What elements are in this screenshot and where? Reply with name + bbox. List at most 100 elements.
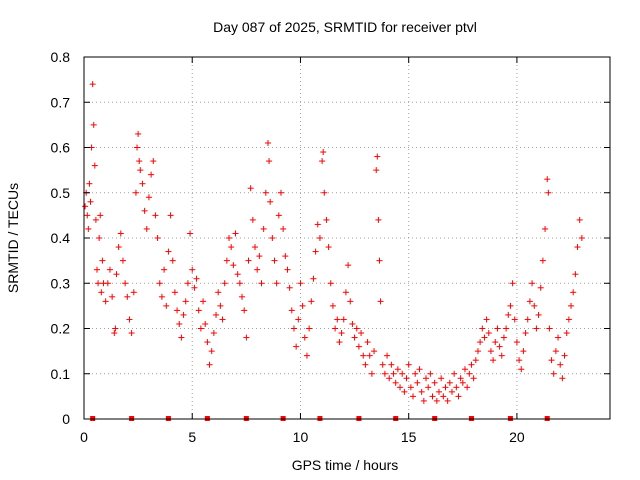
data-point xyxy=(470,375,477,382)
data-point xyxy=(85,225,92,232)
data-point xyxy=(230,262,237,269)
data-point xyxy=(174,307,181,314)
data-point xyxy=(262,189,269,196)
data-point xyxy=(451,370,458,377)
data-point xyxy=(264,139,271,146)
data-point xyxy=(535,311,542,318)
data-point xyxy=(141,207,148,214)
data-point xyxy=(338,330,345,337)
data-point xyxy=(217,302,224,309)
data-point xyxy=(136,158,143,165)
data-point xyxy=(87,198,94,205)
data-point xyxy=(96,235,103,241)
data-point xyxy=(286,284,293,291)
data-point xyxy=(505,311,512,318)
data-point xyxy=(95,280,102,287)
data-point xyxy=(390,370,397,377)
data-point xyxy=(84,212,91,219)
data-point xyxy=(210,330,217,337)
data-point xyxy=(377,298,384,305)
data-point xyxy=(334,316,341,323)
data-point xyxy=(89,81,96,88)
data-point xyxy=(290,325,297,332)
data-point xyxy=(516,357,523,364)
data-point xyxy=(234,271,241,278)
data-point xyxy=(273,280,280,287)
data-point xyxy=(104,280,111,287)
data-point xyxy=(440,393,447,400)
data-point xyxy=(202,320,209,327)
data-point xyxy=(187,230,194,237)
y-tick-label: 0.4 xyxy=(51,230,71,246)
data-point xyxy=(323,216,330,223)
data-point xyxy=(150,158,157,165)
data-point xyxy=(542,225,549,232)
data-point xyxy=(492,339,499,346)
data-point xyxy=(178,334,185,341)
data-point xyxy=(572,271,579,278)
data-point xyxy=(301,334,308,341)
data-point xyxy=(321,189,328,196)
data-point xyxy=(555,334,562,341)
data-point xyxy=(392,379,399,386)
data-point xyxy=(223,257,230,264)
data-point xyxy=(252,244,259,251)
data-point xyxy=(184,280,191,287)
data-point xyxy=(82,203,89,210)
data-point xyxy=(427,370,434,377)
data-point xyxy=(303,352,310,359)
data-point xyxy=(479,325,486,332)
data-point xyxy=(425,384,432,391)
data-point xyxy=(221,280,228,287)
data-point xyxy=(306,325,313,332)
data-point xyxy=(228,244,235,251)
grid xyxy=(84,57,610,419)
data-point xyxy=(258,280,265,287)
data-point xyxy=(552,348,559,355)
data-point xyxy=(433,397,440,404)
data-point xyxy=(91,162,98,169)
data-point xyxy=(299,302,306,309)
data-point xyxy=(135,130,142,137)
data-point xyxy=(256,253,263,260)
data-point xyxy=(477,339,484,346)
data-point xyxy=(347,298,354,305)
data-point xyxy=(511,316,518,323)
data-point xyxy=(386,375,393,382)
data-point xyxy=(403,375,410,382)
y-tick-label: 0.3 xyxy=(51,275,71,291)
data-point xyxy=(442,384,449,391)
data-point xyxy=(134,144,141,151)
data-point xyxy=(349,320,356,327)
data-point xyxy=(275,212,282,219)
data-point xyxy=(366,352,373,359)
data-point xyxy=(472,357,479,364)
x-tick-label: 15 xyxy=(401,429,417,445)
data-point xyxy=(353,325,360,332)
data-point xyxy=(379,361,386,368)
data-point xyxy=(327,280,334,287)
data-point xyxy=(375,216,382,223)
data-point xyxy=(239,293,246,300)
data-point xyxy=(93,266,100,273)
data-point xyxy=(213,311,220,318)
data-point xyxy=(109,293,116,300)
data-point xyxy=(565,316,572,323)
data-point xyxy=(526,298,533,305)
data-point xyxy=(320,149,327,156)
data-point xyxy=(316,235,323,241)
data-point xyxy=(457,375,464,382)
data-point xyxy=(112,325,119,332)
data-point xyxy=(384,352,391,359)
data-point xyxy=(500,334,507,341)
data-point xyxy=(130,289,137,296)
data-point xyxy=(126,316,133,323)
data-point xyxy=(414,379,421,386)
data-point xyxy=(453,384,460,391)
data-point xyxy=(509,280,516,287)
data-point xyxy=(154,235,161,241)
data-point xyxy=(444,397,451,404)
data-point xyxy=(355,343,362,350)
data-point xyxy=(208,348,215,355)
